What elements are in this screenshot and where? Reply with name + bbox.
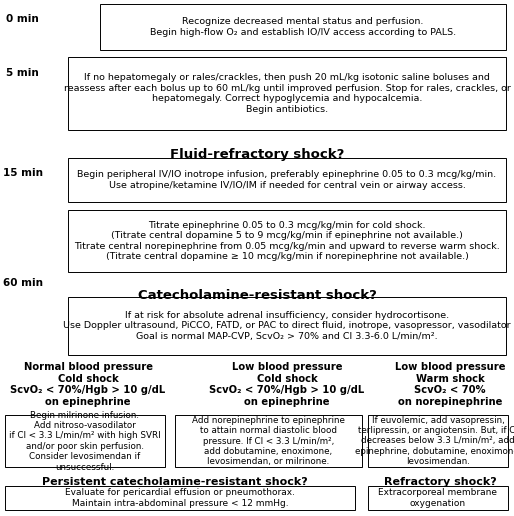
Bar — [68, 158, 506, 202]
Text: Low blood pressure
Cold shock
ScvO₂ < 70%/Hgb > 10 g/dL
on epinephrine: Low blood pressure Cold shock ScvO₂ < 70… — [209, 362, 364, 407]
Text: If no hepatomegaly or rales/crackles, then push 20 mL/kg isotonic saline boluses: If no hepatomegaly or rales/crackles, th… — [64, 73, 510, 114]
Bar — [68, 210, 506, 272]
Text: Titrate epinephrine 0.05 to 0.3 mcg/kg/min for cold shock.
(Titrate central dopa: Titrate epinephrine 0.05 to 0.3 mcg/kg/m… — [74, 221, 500, 261]
Text: Recognize decreased mental status and perfusion.
Begin high-flow O₂ and establis: Recognize decreased mental status and pe… — [150, 18, 456, 37]
Text: Low blood pressure
Warm shock
ScvO₂ < 70%
on norepinephrine: Low blood pressure Warm shock ScvO₂ < 70… — [395, 362, 505, 407]
Text: Extracorporeal membrane
oxygenation: Extracorporeal membrane oxygenation — [378, 488, 498, 508]
Text: Refractory shock?: Refractory shock? — [383, 477, 497, 487]
Bar — [68, 57, 506, 130]
Bar — [368, 415, 508, 467]
Text: If euvolemic, add vasopressin,
terlipressin, or angiotensin. But, if CI
decrease: If euvolemic, add vasopressin, terlipres… — [355, 416, 514, 466]
Text: Normal blood pressure
Cold shock
ScvO₂ < 70%/Hgb > 10 g/dL
on epinephrine: Normal blood pressure Cold shock ScvO₂ <… — [10, 362, 166, 407]
Text: Catecholamine-resistant shock?: Catecholamine-resistant shock? — [138, 289, 376, 302]
Text: Persistent catecholamine-resistant shock?: Persistent catecholamine-resistant shock… — [42, 477, 308, 487]
Text: Evaluate for pericardial effusion or pneumothorax.
Maintain intra-abdominal pres: Evaluate for pericardial effusion or pne… — [65, 488, 295, 508]
Text: 0 min: 0 min — [6, 14, 39, 24]
Bar — [100, 4, 506, 50]
Text: 5 min: 5 min — [6, 68, 39, 78]
Bar — [5, 486, 355, 510]
Bar — [175, 415, 362, 467]
Text: 60 min: 60 min — [3, 278, 43, 288]
Text: Begin peripheral IV/IO inotrope infusion, preferably epinephrine 0.05 to 0.3 mcg: Begin peripheral IV/IO inotrope infusion… — [78, 170, 497, 190]
Bar — [368, 486, 508, 510]
Text: 15 min: 15 min — [3, 168, 43, 178]
Text: Begin milrinone infusion.
Add nitroso-vasodilator
if CI < 3.3 L/min/m² with high: Begin milrinone infusion. Add nitroso-va… — [9, 411, 161, 472]
Bar — [68, 297, 506, 355]
Text: Fluid-refractory shock?: Fluid-refractory shock? — [170, 148, 344, 161]
Text: If at risk for absolute adrenal insufficiency, consider hydrocortisone.
Use Dopp: If at risk for absolute adrenal insuffic… — [63, 311, 511, 341]
Text: Add norepinephrine to epinephrine
to attain normal diastolic blood
pressure. If : Add norepinephrine to epinephrine to att… — [192, 416, 345, 466]
Bar — [5, 415, 165, 467]
